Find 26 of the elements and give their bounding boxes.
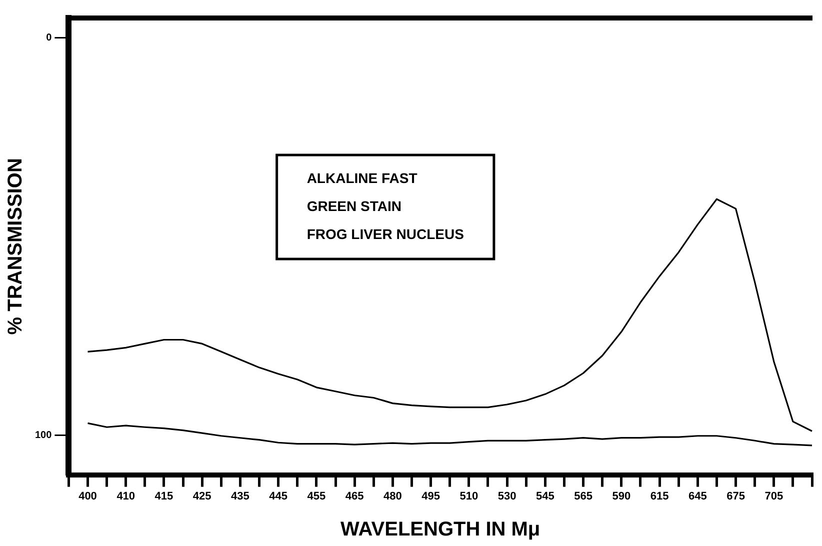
annotation: GREEN STAIN — [306, 198, 402, 214]
x-tick-label: 510 — [460, 490, 478, 502]
x-tick-label: 565 — [574, 490, 592, 502]
annotation: ALKALINE FAST — [306, 170, 418, 186]
x-tick-label: 435 — [231, 490, 250, 502]
x-axis-title: WAVELENGTH IN Mμ — [340, 518, 540, 541]
x-tick-label: 415 — [154, 490, 174, 502]
x-tick-label: 410 — [116, 490, 136, 502]
x-tick-label: 645 — [688, 490, 707, 502]
x-tick-label: 465 — [345, 490, 364, 502]
x-tick-label: 445 — [269, 490, 288, 502]
y-tick-label: 100 — [34, 430, 52, 441]
x-tick-label: 480 — [384, 490, 402, 502]
y-tick-label: 0 — [46, 32, 52, 44]
x-tick-label: 530 — [498, 490, 516, 502]
x-tick-label: 455 — [307, 490, 326, 502]
x-tick-label: 675 — [726, 490, 745, 502]
x-tick-label: 425 — [192, 490, 212, 502]
x-tick-label: 615 — [650, 490, 669, 502]
x-tick-label: 705 — [764, 490, 784, 502]
x-tick-label: 590 — [612, 490, 631, 502]
x-tick-label: 400 — [78, 490, 97, 502]
annotation: FROG LIVER NUCLEUS — [306, 226, 464, 242]
x-tick-label: 495 — [422, 490, 440, 502]
x-tick-label: 545 — [536, 490, 554, 502]
y-axis-title: % TRANSMISSION — [4, 158, 27, 335]
